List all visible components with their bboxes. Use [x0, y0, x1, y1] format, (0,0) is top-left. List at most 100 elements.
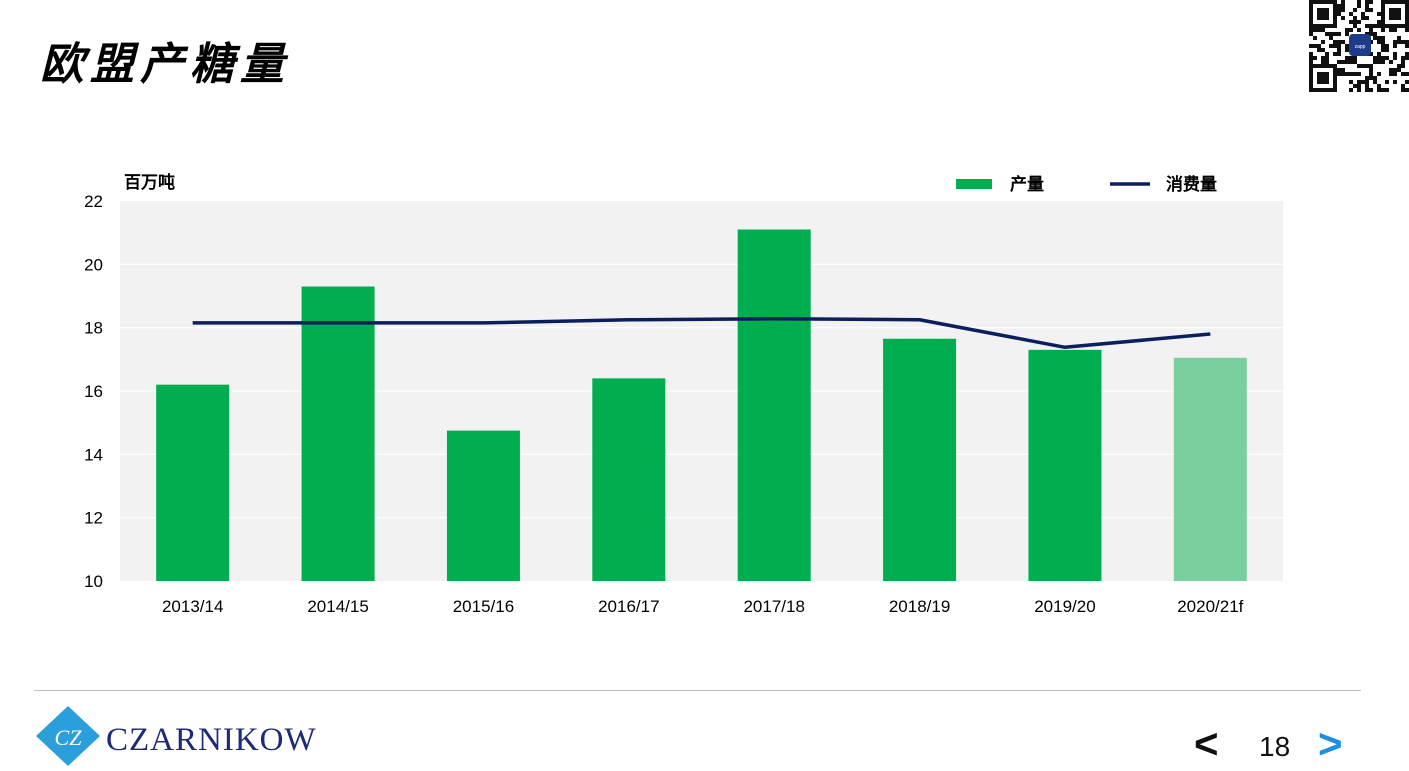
qr-module	[1333, 52, 1337, 56]
qr-center-text: zapp	[1355, 44, 1366, 50]
qr-module	[1405, 40, 1409, 44]
bar	[446, 430, 520, 581]
qr-module	[1401, 60, 1405, 64]
qr-module	[1345, 32, 1349, 36]
qr-module	[1345, 28, 1349, 32]
qr-module	[1325, 32, 1329, 36]
qr-module	[1377, 36, 1381, 40]
qr-module	[1341, 8, 1345, 12]
qr-module	[1373, 76, 1377, 80]
x-tick-label: 2016/17	[598, 597, 659, 616]
consumption-line	[192, 317, 1211, 350]
qr-module	[1345, 56, 1349, 60]
qr-module	[1405, 88, 1409, 92]
qr-module	[1353, 24, 1357, 28]
qr-finder-core	[1317, 72, 1329, 84]
qr-module	[1385, 48, 1389, 52]
y-tick-label: 18	[84, 319, 103, 338]
qr-module	[1365, 64, 1369, 68]
qr-module	[1373, 32, 1377, 36]
logo-name: CZARNIKOW	[106, 722, 317, 758]
qr-module	[1349, 60, 1353, 64]
y-tick-label: 16	[84, 382, 103, 401]
footer-divider	[34, 690, 1361, 691]
next-page-button[interactable]: >	[1318, 720, 1343, 767]
legend: 产量 消费量	[956, 174, 1217, 194]
qr-module	[1365, 0, 1369, 4]
qr-module	[1365, 84, 1369, 88]
qr-module	[1357, 0, 1361, 4]
qr-module	[1361, 64, 1365, 68]
qr-module	[1321, 48, 1325, 52]
qr-module	[1349, 12, 1353, 16]
qr-module	[1349, 88, 1353, 92]
qr-module	[1329, 36, 1333, 40]
qr-module	[1357, 64, 1361, 68]
qr-module	[1353, 20, 1357, 24]
qr-module	[1377, 72, 1381, 76]
qr-module	[1313, 36, 1317, 40]
qr-module	[1321, 60, 1325, 64]
qr-module	[1365, 24, 1369, 28]
qr-module	[1373, 36, 1377, 40]
qr-module	[1317, 48, 1321, 52]
qr-module	[1333, 44, 1337, 48]
qr-module	[1365, 76, 1369, 80]
qr-module	[1337, 8, 1341, 12]
qr-module	[1337, 32, 1341, 36]
logo-monogram: CZ	[55, 725, 83, 750]
qr-module	[1377, 52, 1381, 56]
line-series	[192, 317, 1211, 350]
qr-module	[1313, 56, 1317, 60]
qr-module	[1357, 4, 1361, 8]
qr-code: zapp	[1309, 0, 1409, 92]
qr-module	[1309, 32, 1313, 36]
qr-module	[1309, 60, 1313, 64]
qr-module	[1389, 60, 1393, 64]
qr-module	[1313, 44, 1317, 48]
qr-center-badge	[1349, 34, 1371, 56]
bar	[592, 378, 666, 581]
y-tick-label: 20	[84, 255, 103, 274]
qr-module	[1353, 8, 1357, 12]
qr-module	[1337, 40, 1341, 44]
qr-module	[1381, 60, 1385, 64]
qr-module	[1317, 28, 1321, 32]
qr-finder-core	[1389, 8, 1401, 20]
qr-module	[1369, 72, 1373, 76]
qr-module	[1365, 8, 1369, 12]
qr-module	[1357, 80, 1361, 84]
qr-module	[1365, 80, 1369, 84]
qr-module	[1401, 64, 1405, 68]
qr-module	[1393, 72, 1397, 76]
qr-module	[1369, 24, 1373, 28]
qr-module	[1337, 48, 1341, 52]
qr-module	[1321, 28, 1325, 32]
qr-module	[1349, 28, 1353, 32]
qr-module	[1405, 72, 1409, 76]
prev-page-button[interactable]: <	[1194, 720, 1219, 767]
qr-module	[1401, 72, 1405, 76]
qr-module	[1309, 44, 1313, 48]
page-number: 18	[1259, 731, 1291, 762]
y-tick-label: 22	[84, 192, 103, 211]
qr-module	[1397, 64, 1401, 68]
bar-series	[156, 229, 1247, 581]
qr-module	[1369, 64, 1373, 68]
qr-module	[1381, 28, 1385, 32]
qr-module	[1337, 68, 1341, 72]
qr-module	[1385, 80, 1389, 84]
legend-label-consumption: 消费量	[1166, 174, 1217, 194]
qr-module	[1373, 80, 1377, 84]
x-tick-label: 2018/19	[889, 597, 950, 616]
bar	[737, 229, 811, 581]
qr-module	[1341, 68, 1345, 72]
qr-module	[1353, 60, 1357, 64]
qr-module	[1369, 88, 1373, 92]
qr-module	[1393, 40, 1397, 44]
qr-module	[1353, 72, 1357, 76]
qr-module	[1381, 48, 1385, 52]
qr-finder-core	[1317, 8, 1329, 20]
qr-module	[1389, 72, 1393, 76]
qr-module	[1377, 20, 1381, 24]
